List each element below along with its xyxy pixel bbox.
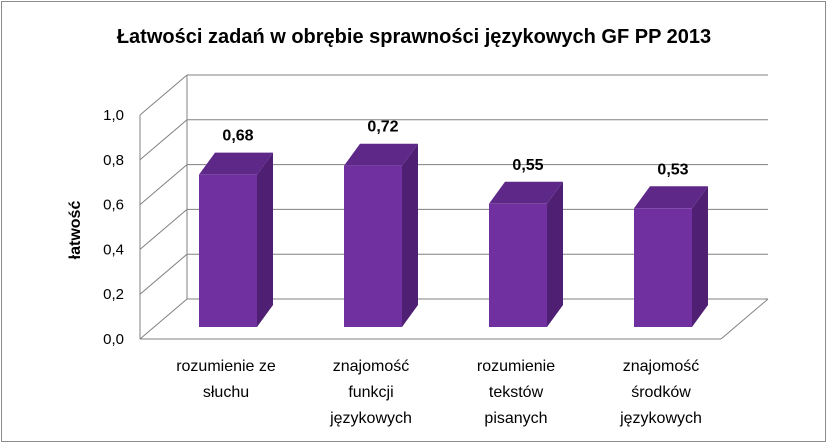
x-category-line: rozumienie — [477, 358, 555, 375]
x-category-line: środków — [631, 384, 691, 401]
x-category-line: funkcji — [348, 384, 393, 401]
gridline-depth — [139, 74, 188, 116]
x-category-line: słuchu — [203, 384, 249, 401]
bars — [199, 143, 708, 327]
bar-top — [489, 181, 563, 204]
x-category-line: językowych — [329, 410, 412, 427]
x-category-label: rozumienie tekstów pisanych — [477, 358, 555, 427]
x-category-line: znajomość — [333, 358, 409, 375]
x-category-line: językowych — [619, 410, 702, 427]
bar — [489, 181, 563, 327]
bar — [199, 152, 273, 327]
data-label: 0,55 — [512, 157, 543, 174]
y-tick-label: 0,2 — [103, 286, 124, 303]
y-tick-label: 0,8 — [103, 152, 124, 169]
bar-front — [344, 165, 402, 327]
bar-side — [692, 186, 708, 327]
bar — [634, 186, 708, 327]
y-tick-label: 0,4 — [103, 241, 124, 258]
bar-front — [489, 203, 547, 327]
y-tick-label: 0,0 — [103, 331, 124, 348]
x-category-line: tekstów — [489, 384, 544, 401]
y-tick-label: 0,6 — [103, 197, 124, 214]
gridline-depth — [139, 253, 188, 295]
data-label: 0,53 — [657, 161, 688, 178]
bar-chart: Łatwości zadań w obrębie sprawności języ… — [67, 26, 769, 427]
bar-top — [199, 152, 273, 175]
y-axis-label: łatwość — [67, 201, 84, 260]
x-category-line: pisanych — [484, 410, 547, 427]
x-category-line: znajomość — [623, 358, 699, 375]
bar-front — [199, 174, 257, 327]
floor-right-edge — [720, 298, 769, 340]
gridline-depth — [139, 298, 188, 340]
bar-front — [634, 208, 692, 327]
y-tick-label: 1,0 — [103, 107, 124, 124]
data-label: 0,68 — [222, 128, 253, 145]
x-axis-categories: rozumienie ze słuchu znajomość funkcji język… — [176, 358, 702, 427]
data-labels: 0,68 0,72 0,55 0,53 — [222, 119, 688, 179]
chart-title: Łatwości zadań w obrębie sprawności języ… — [117, 26, 711, 48]
x-category-label: rozumienie ze słuchu — [176, 358, 276, 401]
bar-top — [634, 186, 708, 209]
gridline-depth — [139, 119, 188, 161]
x-category-label: znajomość środków językowych — [619, 358, 702, 427]
bar-side — [257, 152, 273, 327]
bar-side — [402, 143, 418, 327]
gridline-depth — [139, 164, 188, 205]
bar — [344, 143, 418, 327]
bar-side — [547, 181, 563, 327]
data-label: 0,72 — [367, 119, 398, 136]
bar-top — [344, 143, 418, 166]
y-axis-ticks: 0,0 0,2 0,4 0,6 0,8 1,0 — [103, 107, 124, 348]
x-category-line: rozumienie ze — [176, 358, 276, 375]
chart-frame: Łatwości zadań w obrębie sprawności języ… — [1, 1, 826, 442]
x-category-label: znajomość funkcji językowych — [329, 358, 412, 427]
gridlines — [139, 74, 769, 340]
gridline-depth — [139, 209, 188, 250]
